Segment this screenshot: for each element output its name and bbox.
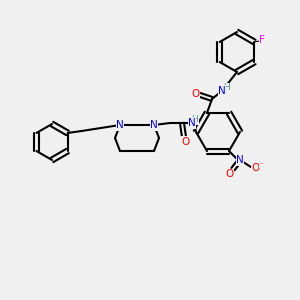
Text: H: H bbox=[223, 83, 230, 92]
Text: ⁻: ⁻ bbox=[259, 162, 263, 168]
Text: N: N bbox=[188, 118, 196, 128]
Text: N: N bbox=[236, 155, 244, 165]
Text: O: O bbox=[191, 89, 199, 99]
Text: N: N bbox=[150, 120, 158, 130]
Text: O: O bbox=[181, 137, 189, 147]
Text: H: H bbox=[192, 116, 198, 124]
Text: N: N bbox=[218, 86, 226, 96]
Text: N: N bbox=[116, 120, 124, 130]
Text: O: O bbox=[252, 163, 260, 173]
Text: F: F bbox=[260, 35, 265, 45]
Text: O: O bbox=[225, 169, 233, 179]
